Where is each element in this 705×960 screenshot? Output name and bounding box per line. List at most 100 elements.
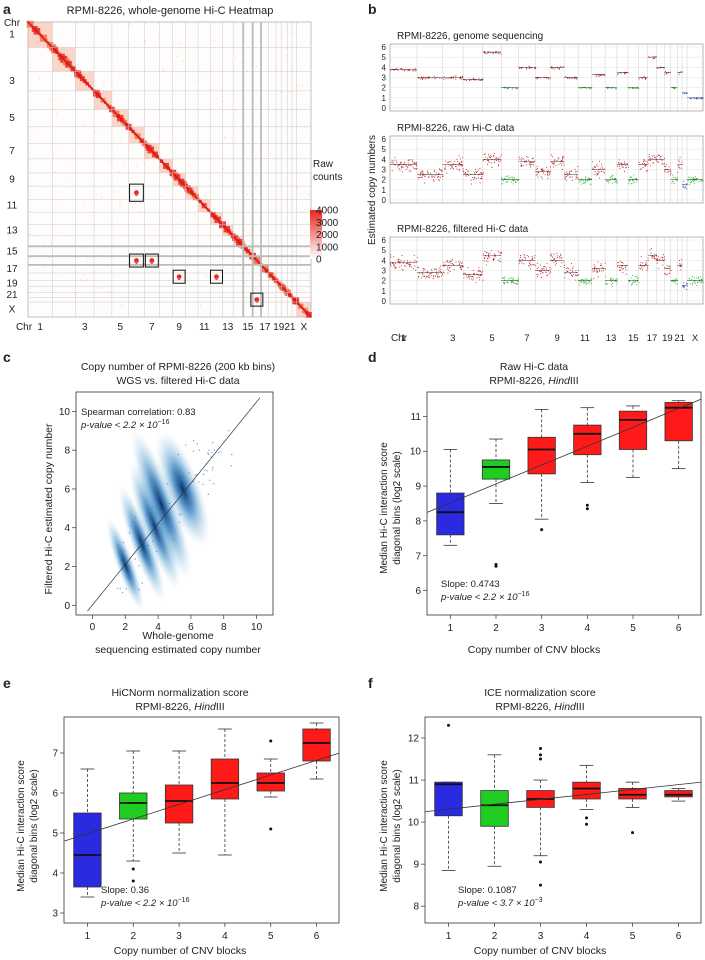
track-point [564,178,566,180]
track-point [541,268,543,270]
track-point [422,171,424,173]
track-point [576,78,578,80]
track-point [597,165,599,167]
scatter-point [141,582,143,584]
track-point [421,170,423,172]
track-point [683,186,685,188]
track-point [536,166,538,168]
track-point [467,171,469,173]
heatmap-col-label: 7 [149,322,155,333]
track-point [638,282,640,284]
track-point [553,253,555,255]
track-point [398,164,400,166]
scatter-point [178,514,180,516]
track-point [523,256,525,258]
track-point [489,156,490,158]
track-point [644,77,646,79]
track-point [479,275,481,277]
track-y-tick: 3 [382,74,387,83]
track-point [486,53,488,54]
heatmap-speck [94,131,96,133]
track-point [552,256,554,258]
track-point [512,279,514,281]
track-y-tick: 6 [382,135,387,144]
track-point [540,270,542,272]
boxplot-y-tick: 5 [52,829,58,840]
track-point [420,78,422,80]
track-point [596,75,597,77]
box-outlier [539,860,542,864]
track-point [596,173,598,175]
track-point [421,77,423,79]
heatmap-speck [108,160,110,162]
track-point [675,283,677,285]
track-point [520,67,522,69]
track-point [637,277,639,279]
track-point [690,181,692,183]
heatmap-row-label: X [9,305,16,316]
track-point [619,266,621,268]
track-point [645,78,647,79]
track-point [499,51,501,53]
track-point [512,280,514,282]
heatmap-speck [174,62,176,64]
track-point [656,254,657,256]
track-point [683,285,685,287]
track-point [615,180,617,182]
track-point [447,78,449,80]
heatmap-speck [307,193,309,195]
track-point [702,281,704,283]
track-point [501,182,503,184]
track-point [499,156,501,158]
panel-e-ylabel-line1: Median Hi-C interaction score [16,760,27,892]
track-point [542,170,544,172]
heatmap-speck [160,195,162,197]
track-point [504,281,506,283]
track-point [511,88,513,90]
track-point [555,165,557,167]
heatmap-col-label: 19 [273,322,285,333]
track-point [572,273,574,275]
scatter-point [207,453,210,455]
track-point [678,161,680,163]
track-point [701,98,703,100]
heatmap-speck [255,187,257,189]
heatmap-speck [271,243,273,245]
track-point [668,265,670,267]
track-y-tick: 3 [382,267,387,276]
track-point [632,88,634,89]
track-point [424,77,426,79]
heatmap-speck [136,254,138,256]
track-point [589,178,591,180]
track-point [561,169,563,171]
track-point [657,258,659,260]
track-point [409,159,411,161]
track-point [525,160,527,162]
track-y-tick: 1 [382,287,387,296]
track-point [663,166,665,168]
track-point [594,174,596,175]
track-point [636,275,638,277]
track-point [436,273,438,275]
track-point [606,283,608,284]
track-point [552,162,554,164]
track-point [439,268,441,270]
track-point [662,257,664,259]
track-point [624,266,626,268]
heatmap-speck [43,266,45,268]
track-point [437,277,439,279]
panel-f-title-line2: RPMI-8226, HindIII [495,701,584,713]
track-point [576,77,577,79]
track-point [447,269,449,271]
track-point [506,176,508,178]
panel-b-x-tick: 9 [554,333,559,344]
heatmap-speck [38,244,40,246]
track-point [461,262,463,264]
heatmap-row-label: 3 [9,76,15,87]
track-point [654,254,656,256]
heatmap-speck [29,233,31,235]
track-point [438,168,440,170]
track-point [497,259,499,261]
